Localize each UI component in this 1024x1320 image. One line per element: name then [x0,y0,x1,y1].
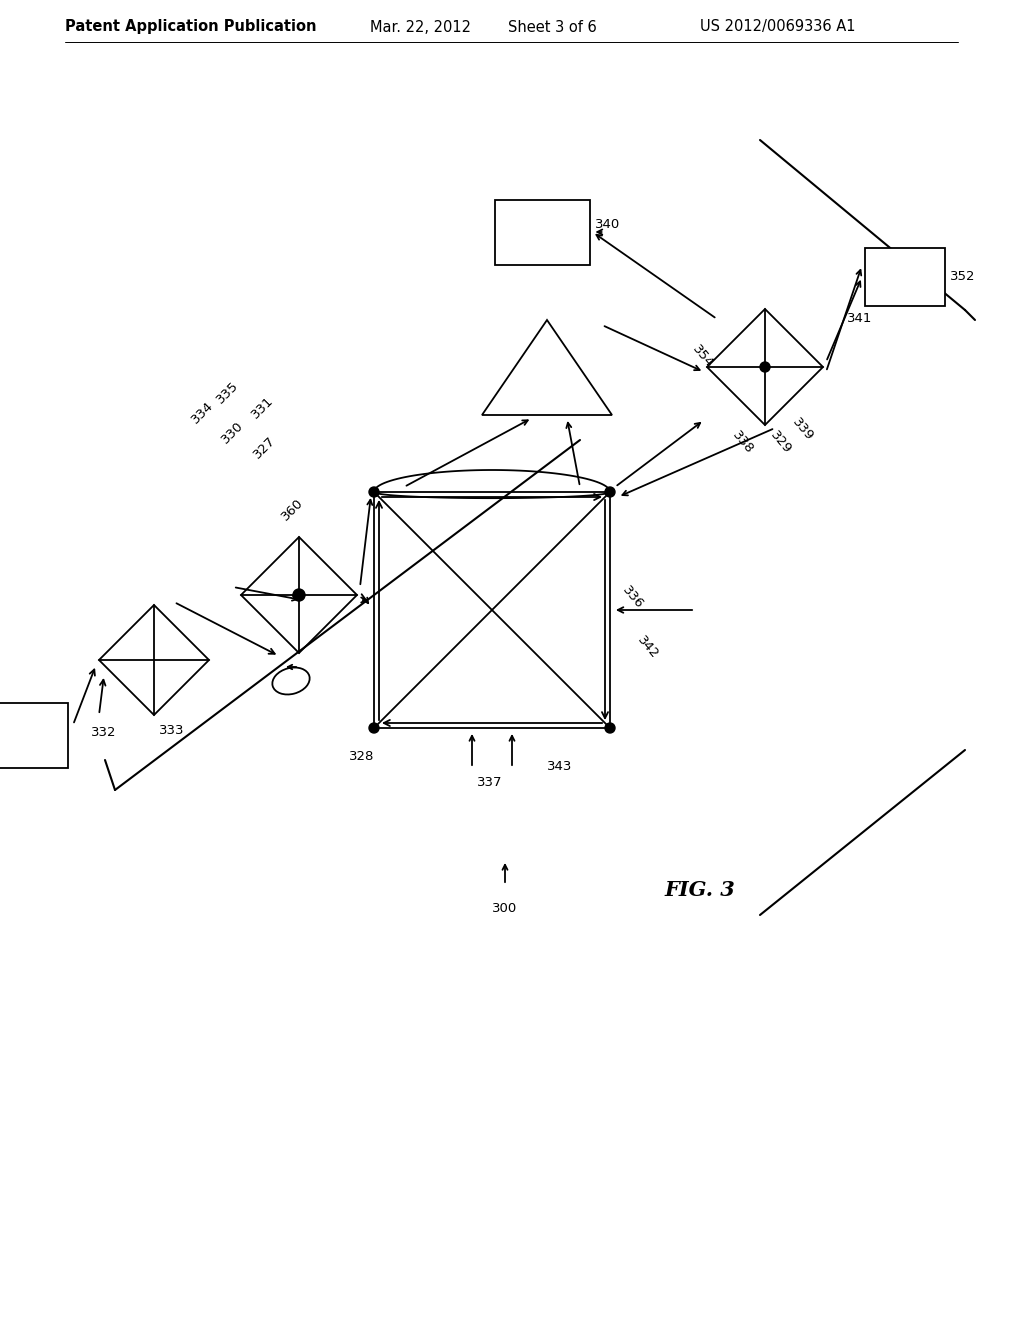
Text: Sheet 3 of 6: Sheet 3 of 6 [508,20,597,34]
Circle shape [369,723,379,733]
Text: FIG. 3: FIG. 3 [665,880,735,900]
Text: 330: 330 [219,420,247,446]
Text: 341: 341 [847,312,872,325]
Text: 328: 328 [349,750,375,763]
Text: 327: 327 [252,434,279,462]
Text: 340: 340 [595,218,620,231]
Text: 352: 352 [950,271,976,284]
Text: 333: 333 [159,723,184,737]
Text: 339: 339 [791,416,816,444]
Text: 335: 335 [214,379,242,407]
Text: Mar. 22, 2012: Mar. 22, 2012 [370,20,471,34]
Text: Patent Application Publication: Patent Application Publication [65,20,316,34]
Circle shape [605,723,615,733]
Text: 360: 360 [280,496,306,524]
Text: 354: 354 [690,343,717,371]
Bar [865,248,945,306]
Bar [374,492,610,729]
Text: 300: 300 [493,902,517,915]
Text: 342: 342 [635,634,662,661]
Text: 343: 343 [547,759,572,772]
Circle shape [369,487,379,498]
Text: 332: 332 [91,726,117,739]
Circle shape [605,487,615,498]
Text: 338: 338 [730,429,757,457]
Text: 329: 329 [768,429,795,457]
Circle shape [293,589,305,601]
Circle shape [760,362,770,372]
Bar [495,199,590,264]
Text: 336: 336 [620,583,646,611]
Text: US 2012/0069336 A1: US 2012/0069336 A1 [700,20,855,34]
Text: 334: 334 [189,400,216,426]
Text: 331: 331 [250,395,276,421]
Bar [0,702,68,767]
Text: 337: 337 [477,776,503,789]
